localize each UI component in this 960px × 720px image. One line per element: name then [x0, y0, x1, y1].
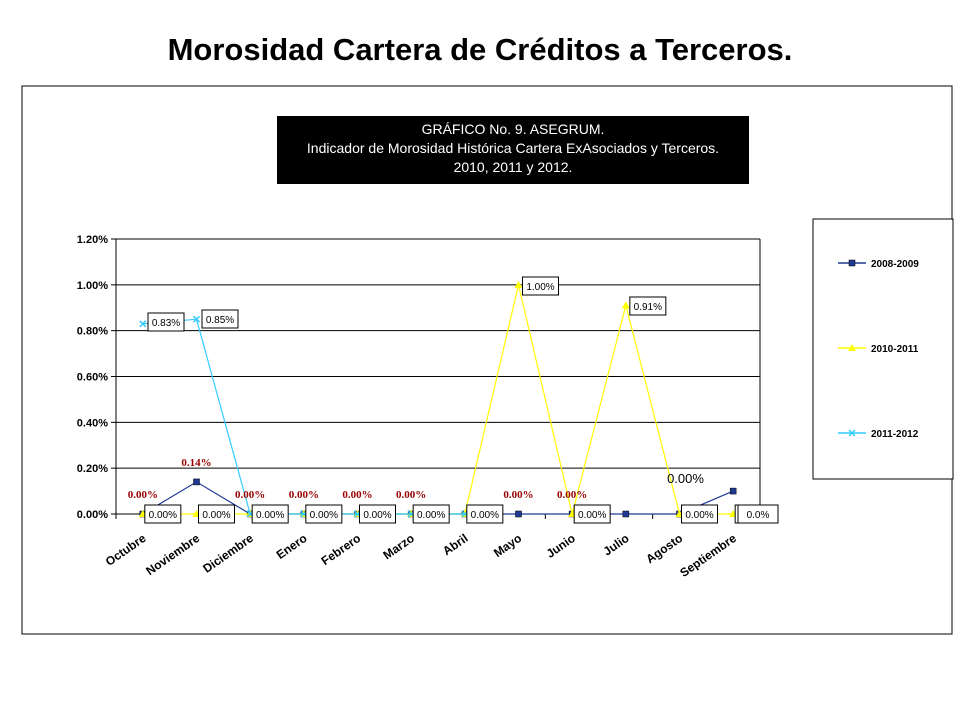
y-tick-label: 1.00%	[77, 280, 108, 292]
y-tick-label: 1.20%	[77, 234, 108, 246]
data-label-box: 0.00%	[251, 504, 289, 524]
data-label-box: 0.83%	[147, 312, 185, 332]
data-label: 0.00%	[149, 510, 177, 521]
data-label-frame	[251, 504, 289, 524]
data-label: 0.00%	[578, 510, 606, 521]
data-label: 1.00%	[526, 282, 554, 293]
data-point	[848, 259, 856, 267]
data-label-box: 0.85%	[201, 309, 239, 329]
data-label: 0.00%	[471, 510, 499, 521]
data-label-frame	[466, 504, 504, 524]
data-label: 0.00%	[342, 489, 372, 501]
data-point	[193, 478, 200, 486]
legend-frame	[812, 218, 954, 480]
data-label-box: 0.00%	[305, 504, 343, 524]
data-point	[514, 280, 523, 288]
data-point	[515, 510, 522, 518]
data-label: 0.00%	[417, 510, 445, 521]
data-point	[192, 315, 201, 323]
data-label-frame	[737, 504, 779, 524]
data-point	[729, 487, 737, 495]
data-label: 0.00%	[363, 510, 391, 521]
data-point	[848, 429, 856, 437]
data-label-frame	[412, 504, 450, 524]
data-label-box: 0.00%	[144, 504, 182, 524]
data-label-frame	[629, 296, 667, 316]
chart-title-background	[277, 116, 749, 184]
slide-title: Morosidad Cartera de Créditos a Terceros…	[167, 32, 793, 67]
data-label: 0.14%	[181, 457, 211, 469]
data-label: 0.00%	[128, 489, 158, 501]
data-label: 0.00%	[396, 489, 426, 501]
y-tick-label: 0.00%	[77, 509, 108, 521]
data-label: 0.00%	[503, 489, 533, 501]
y-tick-label: 0.40%	[77, 417, 108, 429]
chart-title-line: 2010, 2011 y 2012.	[454, 159, 573, 175]
data-label-frame	[305, 504, 343, 524]
y-tick-label: 0.20%	[77, 463, 108, 475]
chart-title-line: Indicador de Morosidad Histórica Cartera…	[307, 140, 719, 156]
data-label: 0.00%	[667, 471, 704, 486]
data-label-box: 1.00%	[522, 276, 559, 296]
data-label: 0.00%	[256, 510, 284, 521]
data-label-box: 0.00%	[412, 504, 450, 524]
data-label-box: 0.00%	[198, 504, 235, 524]
data-label-box: 0.0%	[737, 504, 779, 524]
data-label-frame	[144, 504, 182, 524]
data-point	[139, 320, 147, 328]
chart-title-line: GRÁFICO No. 9. ASEGRUM.	[422, 121, 605, 137]
legend-label: 2011-2012	[871, 429, 919, 440]
data-label-box: 0.00%	[681, 504, 718, 524]
data-label: 0.00%	[202, 510, 230, 521]
data-point	[621, 301, 630, 309]
data-label: 0.00%	[235, 489, 265, 501]
data-label-frame	[681, 504, 718, 524]
legend-label: 2010-2011	[871, 344, 919, 355]
data-label: 0.85%	[206, 315, 234, 326]
legend: 2008-2009 2010-2011 2011-2012	[812, 218, 954, 480]
data-label-frame	[522, 276, 559, 296]
data-label-box: 0.00%	[359, 504, 396, 524]
data-label-box: 0.00%	[573, 504, 611, 524]
data-label-frame	[359, 504, 396, 524]
data-label: 0.00%	[557, 489, 587, 501]
legend-label: 2008-2009	[871, 259, 919, 270]
data-label: 0.91%	[634, 302, 662, 313]
data-label: 0.00%	[310, 510, 338, 521]
data-label-box: 0.91%	[629, 296, 667, 316]
data-label-box: 0.00%	[466, 504, 504, 524]
data-point	[848, 344, 856, 351]
data-label: 0.00%	[289, 489, 319, 501]
data-label: 0.83%	[152, 318, 180, 329]
data-point	[622, 510, 630, 518]
data-label: 0.0%	[747, 510, 770, 521]
y-tick-label: 0.80%	[77, 326, 108, 338]
data-label-frame	[198, 504, 235, 524]
data-label: 0.00%	[685, 510, 713, 521]
data-label-frame	[573, 504, 611, 524]
data-label-frame	[201, 309, 239, 329]
y-tick-label: 0.60%	[77, 372, 108, 384]
chart-title-box: GRÁFICO No. 9. ASEGRUM. Indicador de Moro…	[277, 116, 749, 184]
data-label-frame	[147, 312, 185, 332]
